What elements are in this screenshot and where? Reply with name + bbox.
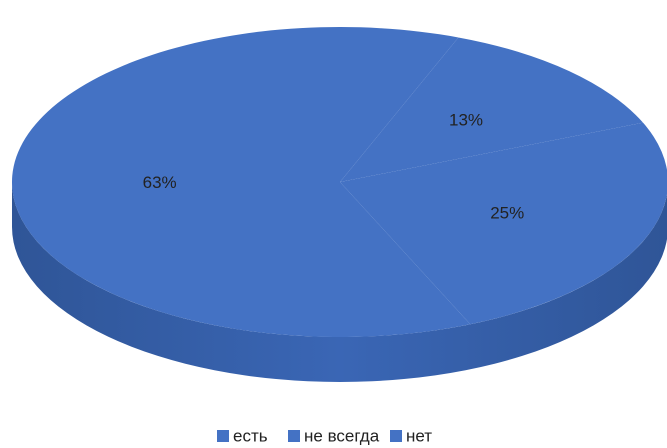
- data-label: 25%: [490, 203, 524, 222]
- legend-swatch: [217, 430, 229, 442]
- pie-slice: [340, 37, 644, 183]
- legend: есть не всегда нет: [217, 426, 432, 445]
- legend-label: нет: [406, 426, 432, 445]
- data-label: 63%: [143, 173, 177, 192]
- pie-slice: [11, 26, 471, 337]
- legend-label: есть: [233, 426, 268, 445]
- pie: [11, 26, 667, 337]
- legend-swatch: [288, 430, 300, 442]
- pie-slice: [340, 122, 667, 325]
- pie-side: [12, 182, 667, 382]
- data-label: 13%: [449, 110, 483, 129]
- legend-label: не всегда: [304, 426, 380, 445]
- legend-swatch: [390, 430, 402, 442]
- data-labels: 63% 13% 25%: [143, 110, 525, 222]
